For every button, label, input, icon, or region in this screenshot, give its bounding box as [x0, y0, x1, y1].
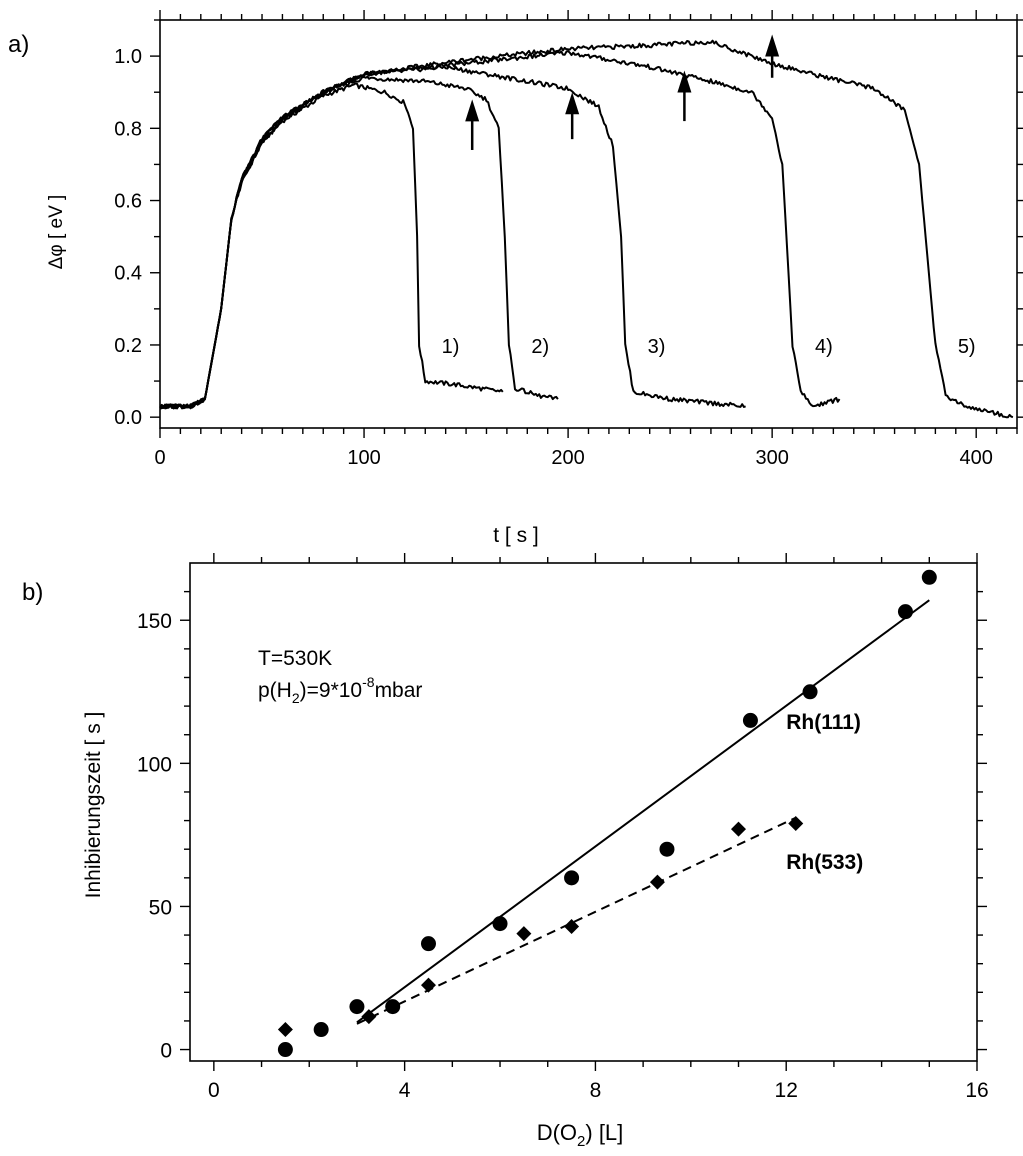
x-tick-label: 4: [399, 1079, 411, 1102]
panel-b-x-axis-label: D(O2) [L]: [537, 1120, 624, 1150]
point-circle: [420, 936, 436, 952]
arrow-head-1: [465, 99, 480, 122]
curve-2: [159, 75, 559, 410]
x-tick-label: 300: [755, 447, 788, 469]
panel-a-label: a): [8, 31, 29, 58]
y-tick-label: 0.4: [114, 263, 142, 285]
panel-b-y-axis-label: Inhibierungszeit [ s ]: [82, 712, 105, 899]
panel-b-ticks: [180, 553, 987, 1071]
panel-a-arrows: [465, 34, 780, 150]
panel-b: b) 0 50 100 150 0 4 8 12 16 Rh(111) Rh(533) T=53…: [22, 553, 989, 1150]
series-label-2: Rh(533): [786, 851, 863, 874]
panel-a: a) 0.0 0.2 0.4 0.6 0.8 1.0 0 100 200 300 400 1) 2)…: [8, 10, 1023, 547]
y-tick-label: 150: [137, 610, 172, 633]
arrow-head-2: [565, 92, 580, 115]
point-circle: [349, 999, 365, 1015]
y-tick-label: 0.8: [114, 118, 142, 140]
point-diamond: [731, 821, 747, 837]
panel-a-x-axis-label: t [ s ]: [493, 524, 539, 547]
fit-line-1: [356, 599, 930, 1024]
curve-4: [159, 50, 841, 410]
panel-b-data-points: [277, 569, 937, 1058]
point-circle: [385, 999, 401, 1015]
point-circle: [897, 604, 913, 620]
panel-b-fit-lines: [356, 599, 930, 1025]
point-circle: [659, 841, 675, 857]
x-tick-label: 100: [347, 447, 380, 469]
curve-5: [159, 39, 1014, 419]
panel-a-x-tick-labels: 0 100 200 300 400: [154, 447, 992, 469]
arrow-head-4: [765, 34, 780, 57]
x-tick-label: 400: [960, 447, 993, 469]
panel-b-y-tick-labels: 0 50 100 150: [137, 610, 172, 1062]
panel-b-annotation-pressure: p(H2)=9*10-8mbar: [258, 674, 422, 706]
point-diamond: [649, 874, 665, 890]
curve-label-4: 4): [815, 336, 833, 358]
panel-a-y-axis-label: Δφ [ eV ]: [46, 195, 67, 270]
x-tick-label: 200: [551, 447, 584, 469]
panel-b-x-tick-labels: 0 4 8 12 16: [208, 1079, 989, 1102]
y-tick-label: 0: [160, 1040, 172, 1063]
arrow-head-3: [677, 70, 692, 93]
curve-label-1: 1): [442, 336, 460, 358]
y-tick-label: 100: [137, 753, 172, 776]
point-circle: [921, 569, 937, 585]
point-diamond: [361, 1009, 377, 1025]
point-circle: [492, 916, 508, 932]
curve-label-5: 5): [958, 336, 976, 358]
curve-label-2: 2): [531, 336, 549, 358]
panel-b-label: b): [22, 579, 43, 606]
point-diamond: [516, 926, 532, 942]
y-tick-label: 0.0: [114, 407, 142, 429]
point-circle: [313, 1022, 329, 1038]
x-tick-label: 8: [590, 1079, 602, 1102]
series-label-1: Rh(111): [786, 711, 861, 734]
panel-a-curves: [159, 39, 1014, 419]
point-circle: [564, 870, 580, 886]
x-tick-label: 16: [965, 1079, 988, 1102]
point-circle: [277, 1042, 293, 1058]
point-diamond: [788, 815, 804, 831]
panel-a-ticks: [150, 10, 1023, 438]
x-tick-label: 12: [775, 1079, 798, 1102]
x-tick-label: 0: [154, 447, 165, 469]
point-circle: [802, 684, 818, 700]
y-tick-label: 0.2: [114, 335, 142, 357]
point-diamond: [564, 918, 580, 934]
panel-b-annotation-temperature: T=530K: [258, 647, 332, 670]
fit-line-2: [356, 816, 797, 1025]
panel-a-y-tick-labels: 0.0 0.2 0.4 0.6 0.8 1.0: [114, 46, 142, 429]
point-circle: [742, 712, 758, 728]
y-tick-label: 0.6: [114, 191, 142, 213]
x-tick-label: 0: [208, 1079, 220, 1102]
point-diamond: [277, 1022, 293, 1038]
curve-label-3: 3): [648, 336, 666, 358]
panel-b-plot-frame: [189, 562, 978, 1062]
panel-b-series-labels: Rh(111) Rh(533): [786, 711, 863, 874]
y-tick-label: 1.0: [114, 46, 142, 68]
panel-a-curve-labels: 1) 2) 3) 4) 5): [442, 336, 976, 358]
point-diamond: [420, 977, 436, 993]
y-tick-label: 50: [149, 896, 172, 919]
panel-a-plot-frame: [159, 19, 1018, 429]
